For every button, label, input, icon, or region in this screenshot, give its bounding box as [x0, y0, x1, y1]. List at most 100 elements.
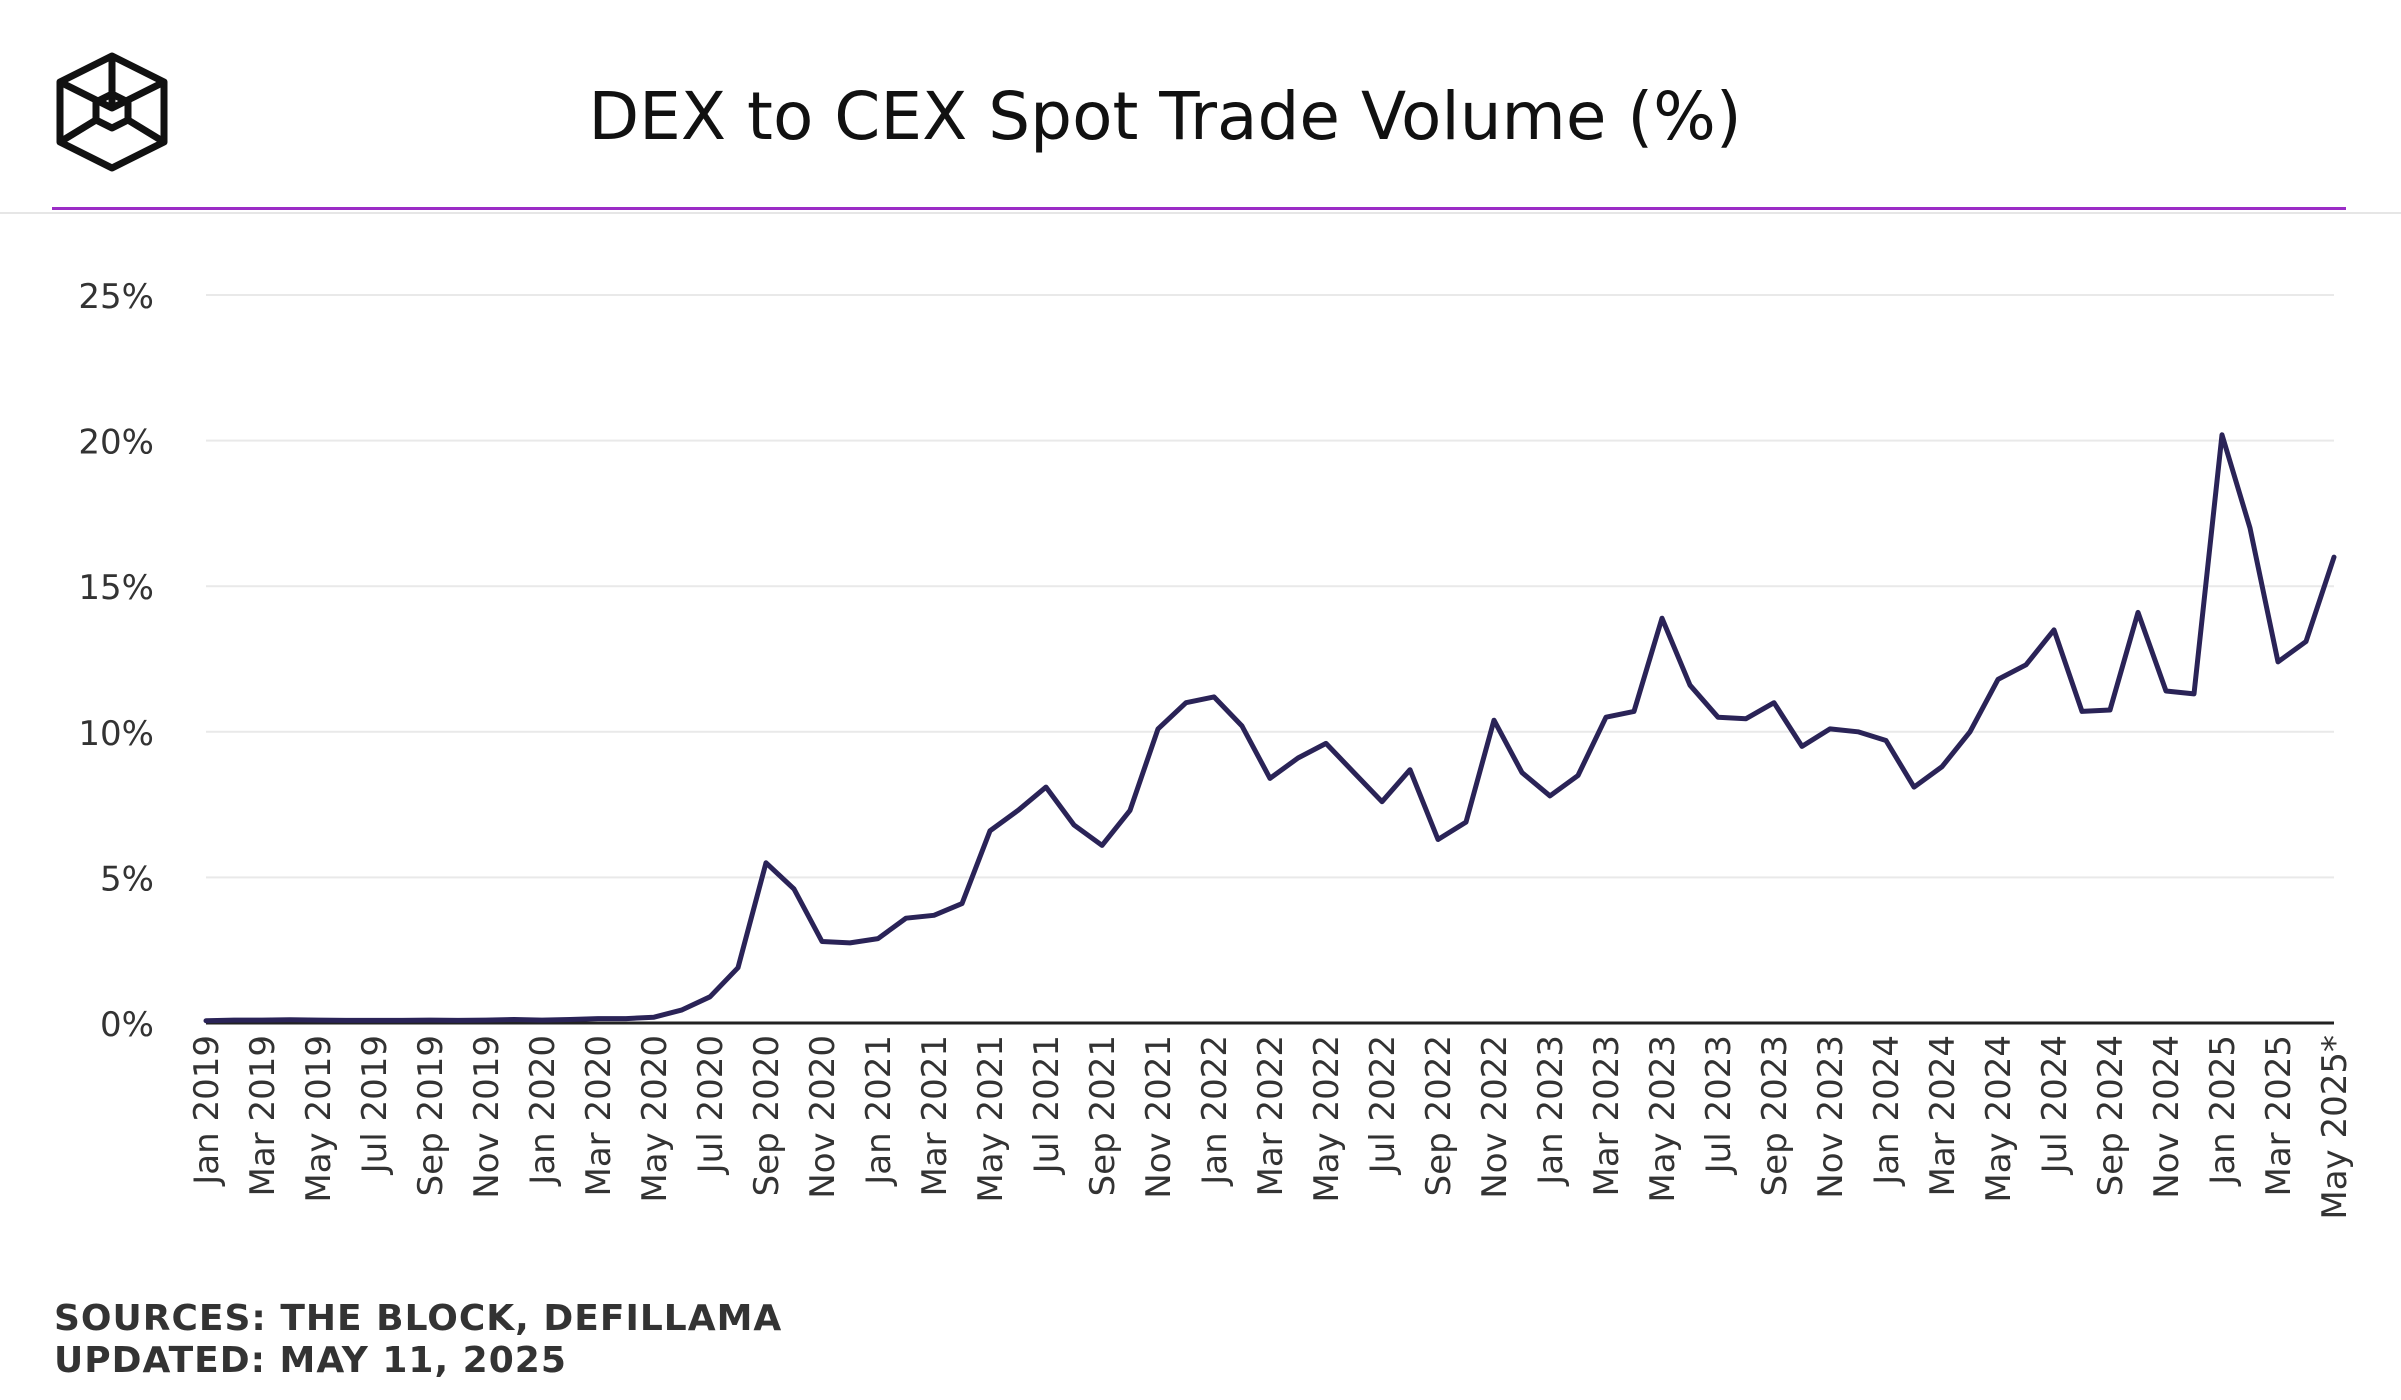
x-tick-label: Jan 2019 [187, 1035, 227, 1187]
x-tick-label: May 2020 [635, 1035, 675, 1203]
x-tick-label: Mar 2022 [1251, 1035, 1291, 1196]
data-point [2333, 556, 2335, 558]
data-point [205, 1020, 207, 1022]
x-tick-label: Nov 2022 [1475, 1035, 1515, 1199]
y-tick-label: 15% [78, 568, 154, 608]
x-tick-label: Nov 2020 [803, 1035, 843, 1199]
data-point [2221, 434, 2223, 436]
data-point [1773, 702, 1775, 704]
x-tick-label: Sep 2023 [1755, 1035, 1795, 1196]
data-point [1129, 809, 1131, 811]
data-point [961, 903, 963, 905]
data-point [1941, 766, 1943, 768]
data-point [317, 1019, 319, 1021]
x-tick-label: Sep 2021 [1083, 1035, 1123, 1196]
x-tick-label: Nov 2024 [2147, 1035, 2187, 1199]
x-tick-label: Sep 2020 [747, 1035, 787, 1196]
x-tick-label: Jan 2025 [2203, 1035, 2243, 1187]
data-point [1577, 774, 1579, 776]
data-point [1969, 731, 1971, 733]
sources-note: SOURCES: THE BLOCK, DEFILLAMA [54, 1298, 783, 1339]
x-tick-label: Jan 2022 [1195, 1035, 1235, 1187]
data-point [485, 1019, 487, 1021]
data-point [849, 942, 851, 944]
data-point [1269, 777, 1271, 779]
x-tick-label: Nov 2019 [467, 1035, 507, 1199]
x-tick-label: Mar 2023 [1587, 1035, 1627, 1196]
x-tick-label: May 2021 [971, 1035, 1011, 1203]
data-point [541, 1019, 543, 1021]
data-point [2053, 629, 2055, 631]
data-point [233, 1019, 235, 1021]
data-point [1465, 821, 1467, 823]
x-tick-label: Sep 2024 [2091, 1035, 2131, 1196]
data-point [1073, 824, 1075, 826]
data-point [989, 830, 991, 832]
x-tick-label: May 2023 [1643, 1035, 1683, 1203]
data-point [821, 940, 823, 942]
data-point [513, 1019, 515, 1021]
updated-note: UPDATED: MAY 11, 2025 [54, 1340, 567, 1381]
x-tick-label: Jan 2023 [1531, 1035, 1571, 1187]
data-point [1213, 696, 1215, 698]
data-point [261, 1019, 263, 1021]
data-point [429, 1019, 431, 1021]
y-tick-label: 5% [100, 859, 154, 899]
x-tick-label: Mar 2021 [915, 1035, 955, 1196]
the-block-logo [56, 52, 168, 172]
data-point [765, 862, 767, 864]
data-point [2081, 710, 2083, 712]
y-tick-label: 10% [78, 714, 154, 754]
data-point [877, 938, 879, 940]
data-point [1717, 716, 1719, 718]
x-tick-label: Jul 2022 [1363, 1035, 1403, 1175]
data-point [1017, 809, 1019, 811]
data-point [569, 1019, 571, 1021]
data-point [457, 1019, 459, 1021]
data-point [1689, 684, 1691, 686]
data-point [2025, 664, 2027, 666]
data-point [1549, 795, 1551, 797]
data-point [345, 1019, 347, 1021]
x-tick-label: Jan 2021 [859, 1035, 899, 1187]
x-tick-label: Mar 2020 [579, 1035, 619, 1196]
data-point [1605, 716, 1607, 718]
data-point [1661, 617, 1663, 619]
data-point [2277, 661, 2279, 663]
x-tick-label: Jan 2020 [523, 1035, 563, 1187]
data-point [1521, 772, 1523, 774]
x-tick-label: Jan 2024 [1867, 1035, 1907, 1187]
data-point [401, 1019, 403, 1021]
data-point [1437, 839, 1439, 841]
data-point [933, 914, 935, 916]
data-point [1857, 731, 1859, 733]
y-tick-label: 0% [100, 1005, 154, 1045]
x-tick-label: Jul 2023 [1699, 1035, 1739, 1175]
data-point [597, 1018, 599, 1020]
chart-title: DEX to CEX Spot Trade Volume (%) [588, 78, 1742, 155]
data-point [1997, 678, 1999, 680]
data-point [1185, 702, 1187, 704]
data-point [2165, 690, 2167, 692]
data-point [1493, 719, 1495, 721]
header-accent-line [52, 207, 2346, 210]
data-point [1241, 725, 1243, 727]
data-point [1381, 801, 1383, 803]
data-point [1297, 757, 1299, 759]
data-point [709, 996, 711, 998]
header-divider [0, 212, 2401, 214]
data-point [2137, 611, 2139, 613]
data-point [1801, 745, 1803, 747]
data-point [1913, 786, 1915, 788]
x-tick-label: Nov 2021 [1139, 1035, 1179, 1199]
y-tick-label: 25% [78, 277, 154, 317]
x-tick-label: Nov 2023 [1811, 1035, 1851, 1199]
data-point [1633, 710, 1635, 712]
x-tick-label: Mar 2025 [2259, 1035, 2299, 1196]
x-tick-label: Mar 2024 [1923, 1035, 1963, 1196]
x-tick-label: May 2024 [1979, 1035, 2019, 1203]
footer-notes: SOURCES: THE BLOCK, DEFILLAMA UPDATED: M… [54, 1298, 782, 1382]
line-chart: 0% 5% 10% 15% 20% 25% Jan 2019 Mar 2019 May 2019… [78, 277, 2355, 1220]
data-point [653, 1016, 655, 1018]
x-tick-label: Sep 2019 [411, 1035, 451, 1196]
